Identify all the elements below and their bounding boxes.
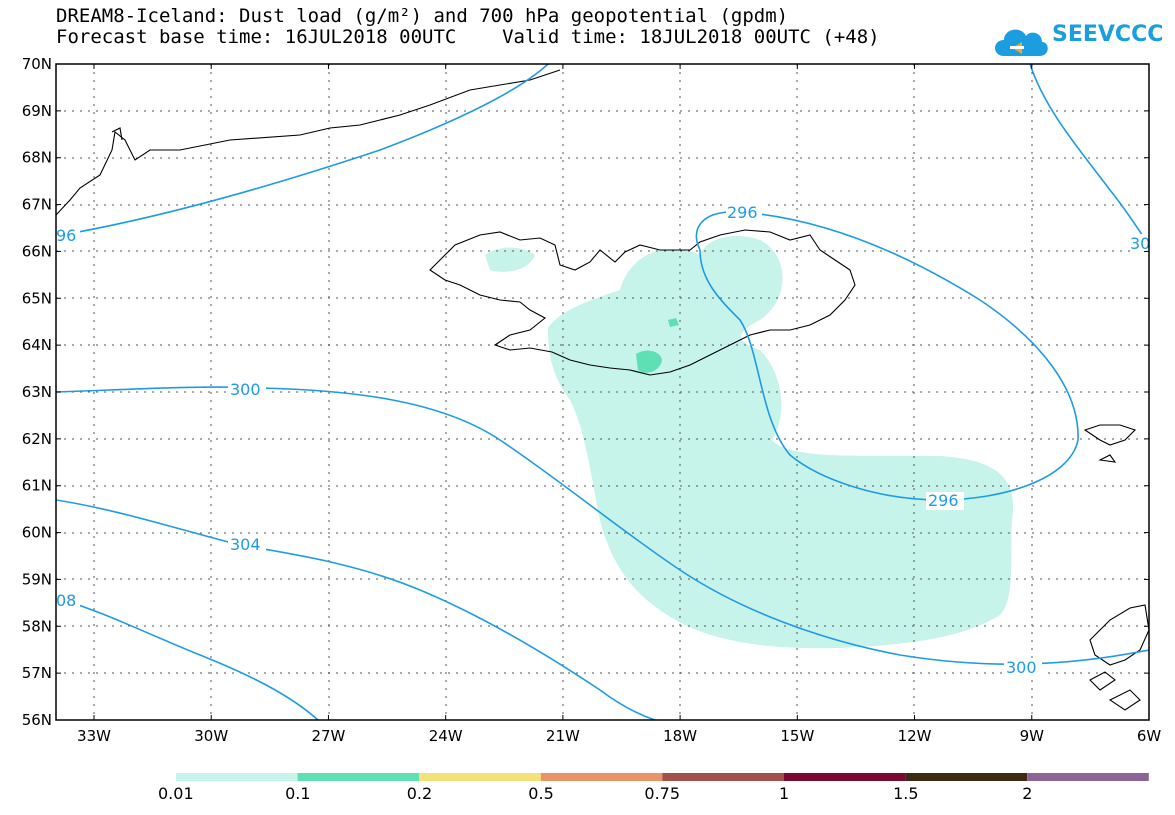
contour-296-east <box>695 211 1079 501</box>
colorbar-segment <box>297 773 420 781</box>
longitude-labels: 33W 30W 27W 24W 21W 18W 15W 12W 9W 6W <box>77 727 1161 745</box>
latitude-label: 61N <box>22 477 52 495</box>
longitude-label: 24W <box>429 727 463 745</box>
latitude-label: 69N <box>22 102 52 120</box>
colorbar-segment <box>662 773 784 781</box>
latitude-label: 67N <box>22 196 52 214</box>
colorbar-label: 2 <box>1022 784 1033 803</box>
coastline <box>56 69 1149 711</box>
longitude-label: 21W <box>546 727 580 745</box>
contour-300-ne <box>1029 64 1149 246</box>
contour-label: 30 <box>1130 234 1150 253</box>
contour-label: 300 <box>1006 658 1037 677</box>
latitude-label: 62N <box>22 430 52 448</box>
cloud-icon <box>995 29 1048 56</box>
contour-label: 08 <box>56 591 76 610</box>
map-subtitle: Forecast base time: 16JUL2018 00UTC Vali… <box>56 26 880 48</box>
longitude-label: 12W <box>898 727 932 745</box>
colorbar-segment <box>540 773 663 781</box>
latitude-label: 70N <box>22 55 52 73</box>
longitude-label: 6W <box>1137 727 1162 745</box>
colorbar-label: 0.01 <box>158 784 194 803</box>
colorbar-label: 0.2 <box>406 784 433 803</box>
contour-296-west <box>56 64 549 237</box>
contour-label: 300 <box>230 380 261 399</box>
dust-area-medium <box>668 318 679 327</box>
latitude-label: 65N <box>22 289 52 307</box>
colorbar-segment <box>1027 773 1149 781</box>
longitude-label: 27W <box>311 727 345 745</box>
contour-label: 96 <box>56 226 76 245</box>
latitude-label: 56N <box>22 711 52 729</box>
contour-308 <box>56 597 319 720</box>
latitude-label: 59N <box>22 570 52 588</box>
longitude-label: 18W <box>663 727 697 745</box>
colorbar-segment <box>176 773 298 781</box>
colorbar-segment <box>905 773 1028 781</box>
latitude-label: 57N <box>22 664 52 682</box>
colorbar <box>176 773 1149 781</box>
latitude-label: 63N <box>22 383 52 401</box>
longitude-label: 30W <box>194 727 228 745</box>
latitude-label: 64N <box>22 336 52 354</box>
latitude-label: 58N <box>22 617 52 635</box>
longitude-label: 9W <box>1020 727 1045 745</box>
latitude-label: 60N <box>22 524 52 542</box>
contour-label: 296 <box>727 203 758 222</box>
contour-labels: 96 296 30 296 300 300 304 08 <box>56 203 1150 677</box>
colorbar-label: 1 <box>779 784 790 803</box>
dust-area-low <box>548 235 1014 649</box>
latitude-label: 66N <box>22 242 52 260</box>
logo-text: SEEVCCC <box>1052 22 1164 47</box>
dust-area-medium <box>636 350 662 373</box>
dust-area-low <box>485 247 535 272</box>
longitude-label: 15W <box>780 727 814 745</box>
latitude-label: 68N <box>22 149 52 167</box>
colorbar-label: 0.5 <box>528 784 554 803</box>
longitude-label: 33W <box>77 727 111 745</box>
map-title: DREAM8-Iceland: Dust load (g/m²) and 700… <box>56 5 789 27</box>
contour-label: 304 <box>230 535 261 554</box>
colorbar-segment <box>419 773 541 781</box>
colorbar-segment <box>784 773 906 781</box>
contour-304 <box>56 499 656 720</box>
latitude-labels: 70N 69N 68N 67N 66N 65N 64N 63N 62N 61N 60N 59N 58N 5… <box>22 55 52 729</box>
colorbar-label: 0.1 <box>285 784 311 803</box>
contour-label: 296 <box>928 491 959 510</box>
colorbar-label: 1.5 <box>893 784 919 803</box>
axis-ticks <box>56 63 1150 721</box>
colorbar-label: 0.75 <box>644 784 681 803</box>
